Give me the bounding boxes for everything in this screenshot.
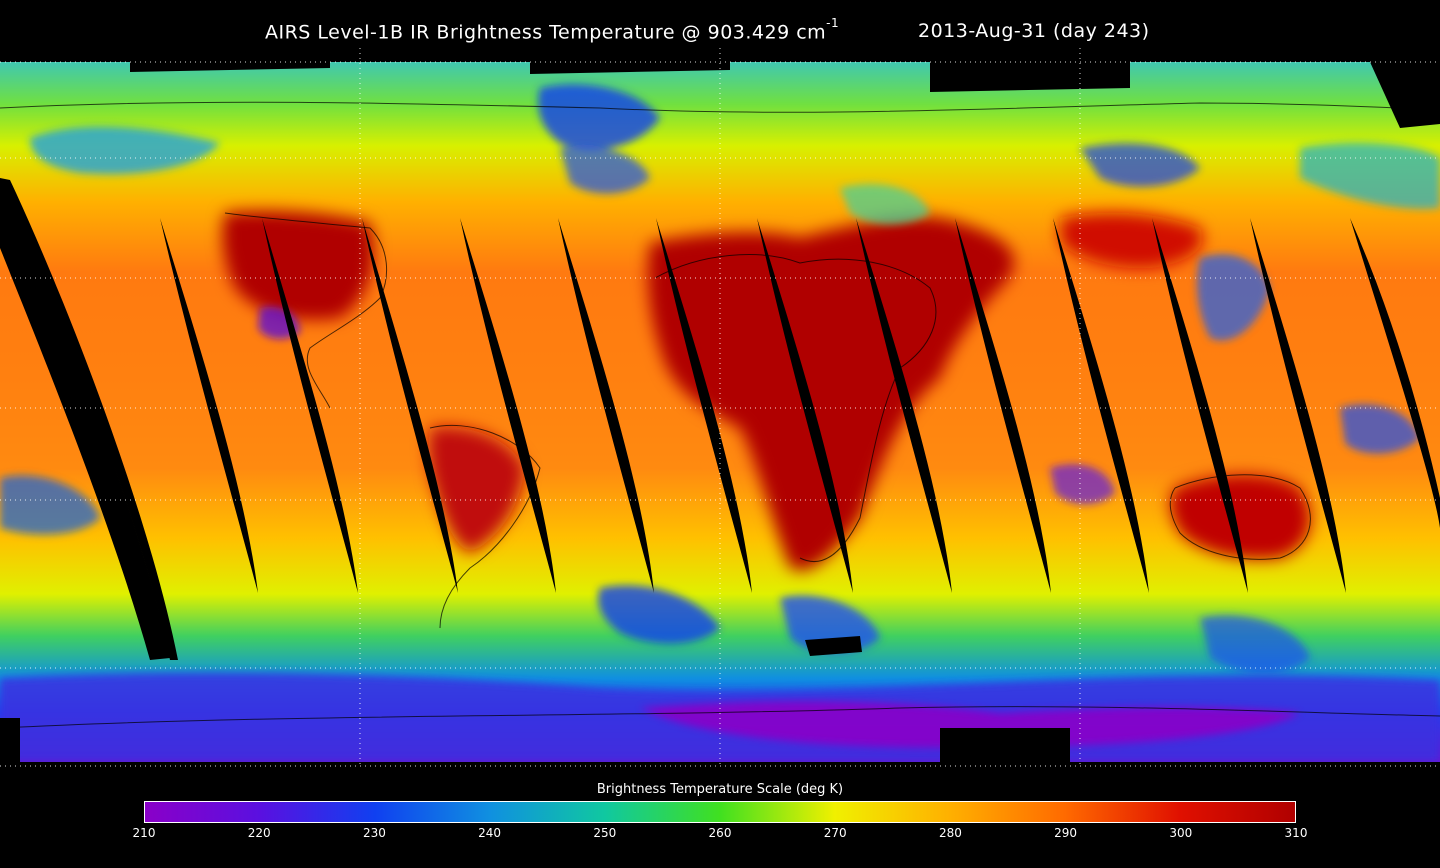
orbital-data-gaps (0, 48, 1440, 768)
antarctic-coldest-region (640, 701, 1300, 748)
colorbar-tick-label: 270 (823, 826, 847, 840)
colorbar-tick-label: 280 (938, 826, 962, 840)
colorbar-tick-label: 260 (708, 826, 732, 840)
hot-land-regions (222, 211, 1311, 571)
title-main: AIRS Level-1B IR Brightness Temperature … (265, 16, 839, 44)
title-date: 2013-Aug-31 (day 243) (918, 20, 1150, 42)
colorbar-title: Brightness Temperature Scale (deg K) (596, 782, 844, 797)
brightness-temperature-map (0, 48, 1440, 768)
colorbar-tick-label: 310 (1284, 826, 1308, 840)
colorbar-tick-label: 230 (362, 826, 386, 840)
title-main-text: AIRS Level-1B IR Brightness Temperature … (265, 21, 827, 44)
figure-title: AIRS Level-1B IR Brightness Temperature … (0, 16, 1440, 48)
colorbar-ticks: 210 220 230 240 250 260 270 280 290 300 310 (0, 826, 1440, 846)
colorbar-tick-label: 300 (1169, 826, 1193, 840)
colorbar (144, 801, 1296, 823)
colorbar-tick-label: 220 (247, 826, 271, 840)
coastlines (0, 101, 1440, 729)
map-svg (0, 48, 1440, 768)
graticule (0, 48, 1440, 768)
colorbar-tick-label: 290 (1054, 826, 1078, 840)
colorbar-tick-label: 250 (593, 826, 617, 840)
colorbar-tick-label: 240 (478, 826, 502, 840)
cloud-features (0, 84, 1440, 673)
title-unit-exponent: -1 (826, 16, 840, 30)
colorbar-tick-label: 210 (132, 826, 156, 840)
